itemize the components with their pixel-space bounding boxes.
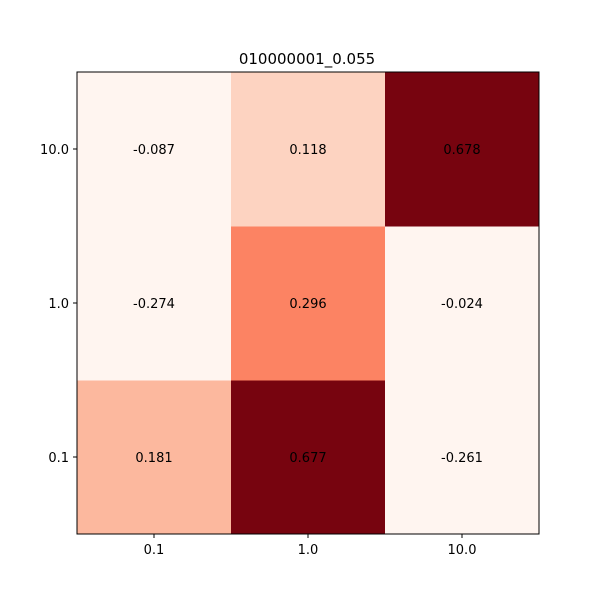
cell-value-label: -0.274 <box>133 297 175 312</box>
x-tick-label: 0.1 <box>144 543 165 558</box>
heatmap-cells <box>77 72 540 535</box>
cell-value-label: -0.024 <box>441 297 483 312</box>
x-tick-label: 1.0 <box>298 543 319 558</box>
y-tick-label: 10.0 <box>40 143 69 158</box>
heatmap-cell <box>77 380 232 535</box>
y-tick-label: 1.0 <box>48 297 69 312</box>
heatmap-cell <box>385 380 540 535</box>
heatmap-cell <box>77 226 232 381</box>
chart-title: 010000001_0.055 <box>239 50 375 69</box>
cell-value-label: 0.118 <box>289 143 326 158</box>
x-axis: 0.1 1.0 10.0 <box>144 534 477 558</box>
y-axis: 0.1 1.0 10.0 <box>40 143 77 466</box>
cell-value-label: -0.261 <box>441 451 483 466</box>
heatmap-cell <box>231 380 386 535</box>
cell-value-label: 0.678 <box>443 143 480 158</box>
heatmap-cell-labels: 0.181 0.677 -0.261 -0.274 0.296 -0.024 -0.087 0… <box>133 143 483 466</box>
heatmap-cell <box>77 72 232 227</box>
cell-value-label: 0.296 <box>289 297 326 312</box>
heatmap-cell <box>385 226 540 381</box>
heatmap-cell <box>231 72 386 227</box>
heatmap-cell <box>231 226 386 381</box>
cell-value-label: -0.087 <box>133 143 175 158</box>
cell-value-label: 0.181 <box>135 451 172 466</box>
heatmap-cell <box>385 72 540 227</box>
x-tick-label: 10.0 <box>448 543 477 558</box>
cell-value-label: 0.677 <box>289 451 326 466</box>
y-tick-label: 0.1 <box>48 451 69 466</box>
